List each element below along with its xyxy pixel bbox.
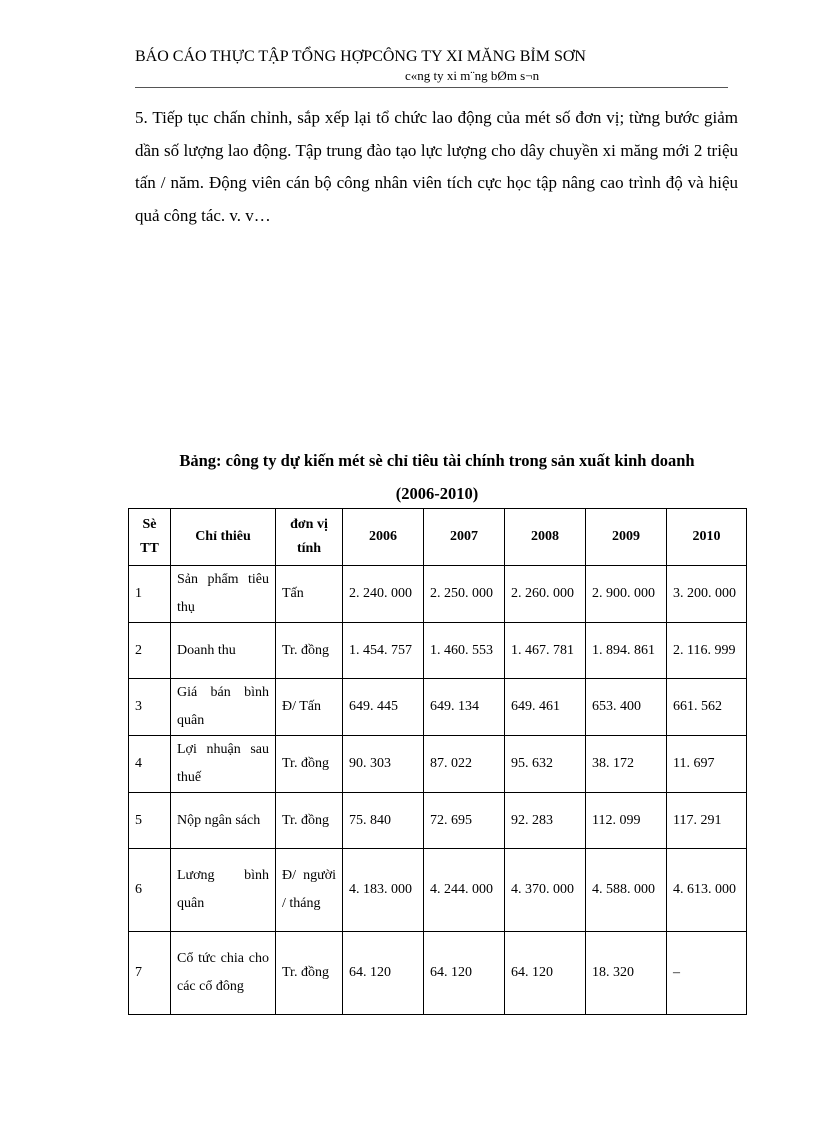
table-row: 5 Nộp ngân sách Tr. đồng 75. 840 72. 695 92. … (128, 792, 747, 849)
year-value: 90. 303 (342, 735, 424, 793)
year-value: 2. 240. 000 (342, 565, 424, 623)
year-value: 1. 460. 553 (423, 622, 505, 679)
year-value: 87. 022 (423, 735, 505, 793)
row-number: 7 (128, 931, 171, 1015)
year-value: 649. 134 (423, 678, 505, 736)
unit: Đ/ người / tháng (275, 848, 343, 932)
row-number: 1 (128, 565, 171, 623)
year-value: 112. 099 (585, 792, 667, 849)
table-row: 7 Cổ tức chia cho các cổ đông Tr. đồng 64. … (128, 931, 747, 1015)
column-header: đơn vị tính (275, 508, 343, 566)
year-value: 72. 695 (423, 792, 505, 849)
year-value: 4. 370. 000 (504, 848, 586, 932)
indicator-name: Sản phẩm tiêu thụ (170, 565, 276, 623)
document-header-title: BÁO CÁO THỰC TẬP TỔNG HỢPCÔNG TY XI MĂNG… (135, 48, 586, 65)
year-value: 649. 461 (504, 678, 586, 736)
year-value: 1. 467. 781 (504, 622, 586, 679)
header-rule (135, 87, 728, 88)
indicator-name: Cổ tức chia cho các cổ đông (170, 931, 276, 1015)
column-header: 2008 (504, 508, 586, 566)
row-number: 6 (128, 848, 171, 932)
year-value: 3. 200. 000 (666, 565, 747, 623)
year-value: 64. 120 (423, 931, 505, 1015)
year-value: 4. 244. 000 (423, 848, 505, 932)
year-value: 11. 697 (666, 735, 747, 793)
table-row: 3 Giá bán bình quân Đ/ Tấn 649. 445 649. 134… (128, 678, 747, 736)
year-value: 661. 562 (666, 678, 747, 736)
year-value: 653. 400 (585, 678, 667, 736)
row-number: 4 (128, 735, 171, 793)
column-header: Sè TT (128, 508, 171, 566)
year-value: 649. 445 (342, 678, 424, 736)
body-paragraph: 5. Tiếp tục chấn chỉnh, sắp xếp lại tổ c… (135, 108, 738, 225)
indicator-name: Giá bán bình quân (170, 678, 276, 736)
year-value: 2. 900. 000 (585, 565, 667, 623)
row-number: 5 (128, 792, 171, 849)
year-value: 4. 613. 000 (666, 848, 747, 932)
table-header-row: Sè TT Chỉ thiêu đơn vị tính 2006 2007 2008 200… (128, 508, 747, 566)
row-number: 3 (128, 678, 171, 736)
column-header: 2010 (666, 508, 747, 566)
table-row: 1 Sản phẩm tiêu thụ Tấn 2. 240. 000 2. 250. … (128, 565, 747, 623)
year-value: 64. 120 (504, 931, 586, 1015)
year-value: 2. 116. 999 (666, 622, 747, 679)
column-header: 2007 (423, 508, 505, 566)
indicator-name: Doanh thu (170, 622, 276, 679)
table-period: (2006-2010) (395, 484, 479, 503)
year-value: 2. 250. 000 (423, 565, 505, 623)
year-value: 92. 283 (504, 792, 586, 849)
year-value: 4. 588. 000 (585, 848, 667, 932)
year-value: 64. 120 (342, 931, 424, 1015)
indicator-name: Lợi nhuận sau thuế (170, 735, 276, 793)
column-header: 2009 (585, 508, 667, 566)
year-value: 95. 632 (504, 735, 586, 793)
year-value: 1. 454. 757 (342, 622, 424, 679)
unit: Đ/ Tấn (275, 678, 343, 736)
year-value: 117. 291 (666, 792, 747, 849)
table-title: Bảng: công ty dự kiến mét sè chỉ tiêu tà… (179, 451, 695, 470)
year-value: 38. 172 (585, 735, 667, 793)
year-value: 1. 894. 861 (585, 622, 667, 679)
row-number: 2 (128, 622, 171, 679)
unit: Tr. đồng (275, 735, 343, 793)
financial-targets-table: Sè TT Chỉ thiêu đơn vị tính 2006 2007 2008 200… (128, 508, 747, 1015)
year-value: 4. 183. 000 (342, 848, 424, 932)
table-row: 4 Lợi nhuận sau thuế Tr. đồng 90. 303 87. 02… (128, 735, 747, 793)
document-header-subtitle: c«ng ty xi m¨ng bØm s¬n (405, 68, 540, 83)
year-value: 18. 320 (585, 931, 667, 1015)
unit: Tấn (275, 565, 343, 623)
year-value: 2. 260. 000 (504, 565, 586, 623)
unit: Tr. đồng (275, 622, 343, 679)
column-header: Chỉ thiêu (170, 508, 276, 566)
indicator-name: Lương bình quân (170, 848, 276, 932)
table-row: 6 Lương bình quân Đ/ người / tháng 4. 183. … (128, 848, 747, 932)
year-value: 75. 840 (342, 792, 424, 849)
table-title-block: Bảng: công ty dự kiến mét sè chỉ tiêu tà… (128, 444, 746, 510)
unit: Tr. đồng (275, 931, 343, 1015)
column-header: 2006 (342, 508, 424, 566)
year-value: – (666, 931, 747, 1015)
indicator-name: Nộp ngân sách (170, 792, 276, 849)
unit: Tr. đồng (275, 792, 343, 849)
table-row: 2 Doanh thu Tr. đồng 1. 454. 757 1. 460. 553… (128, 622, 747, 679)
